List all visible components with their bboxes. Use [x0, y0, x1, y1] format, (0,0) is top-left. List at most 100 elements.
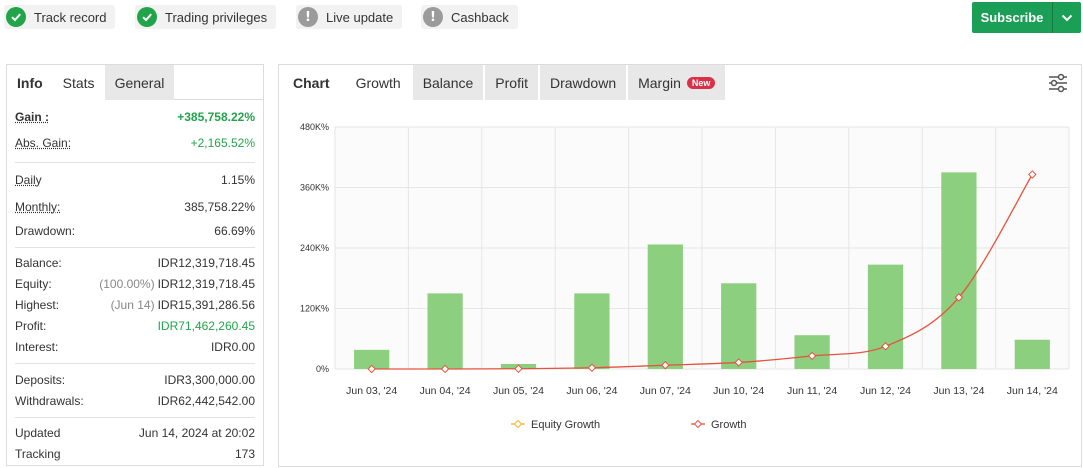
stat-profit: Profit: IDR71,462,260.45 [15, 319, 255, 333]
exclamation-icon: ! [298, 7, 318, 27]
stat-label: Drawdown: [15, 224, 76, 238]
tab-general[interactable]: General [104, 65, 175, 100]
stat-value: IDR3,300,000.00 [164, 373, 255, 387]
y-tick-label: 360K% [300, 183, 329, 193]
tab-margin-label: Margin [638, 74, 681, 91]
badge-live-update[interactable]: ! Live update [296, 5, 403, 29]
stat-updated: Updated Jun 14, 2024 at 20:02 [15, 426, 255, 440]
growth-point [367, 364, 376, 374]
tab-stats[interactable]: Stats [52, 65, 105, 100]
stat-value: IDR0.00 [210, 340, 255, 354]
stats-panel: Info Stats General Gain : +385,758.22% A… [6, 64, 264, 466]
tab-growth[interactable]: Growth [345, 65, 411, 100]
new-badge: New [686, 76, 716, 89]
stat-label: Balance: [15, 256, 62, 270]
legend-growth-marker [693, 419, 703, 429]
filter-settings-icon[interactable] [1047, 72, 1069, 94]
bar [721, 283, 757, 369]
growth-point [514, 364, 523, 373]
stat-label: Updated [15, 426, 61, 440]
y-tick-label: 480K% [300, 122, 329, 132]
badge-track-record[interactable]: Track record [4, 5, 116, 29]
stat-tracking: Tracking 173 [15, 447, 255, 461]
bar [1014, 339, 1050, 369]
chart-panel: Chart Growth Balance Profit Drawdown Mar… [278, 64, 1082, 467]
x-tick-label: Jun 06, '24 [566, 385, 617, 397]
growth-point [734, 358, 743, 367]
stat-value: 385,758.22% [184, 200, 255, 214]
growth-point [440, 364, 450, 374]
tab-info[interactable]: Info [7, 65, 53, 100]
y-tick-label: 0% [316, 364, 329, 374]
stat-label: Deposits: [15, 373, 66, 387]
stat-value: +2,165.52% [190, 136, 255, 150]
stat-daily: Daily 1.15% [15, 173, 255, 187]
growth-point [587, 363, 597, 372]
subscribe-button[interactable]: Subscribe [972, 2, 1081, 33]
stat-value: 173 [234, 447, 255, 461]
stat-value: +385,758.22% [177, 110, 255, 124]
stat-value: Jun 14, 2024 at 20:02 [138, 426, 255, 440]
x-tick-label: Jun 11, '24 [787, 385, 837, 397]
bar [354, 349, 390, 369]
stat-abs-gain: Abs. Gain: +2,165.52% [15, 136, 255, 150]
badge-trading-privileges[interactable]: Trading privileges [135, 5, 277, 29]
growth-chart[interactable]: 0% 120K% 240K% 360K% 480K% Jun 03, '24 Jun 04,… [279, 101, 1081, 467]
badge-label: Trading privileges [165, 9, 268, 25]
stat-monthly: Monthly: 385,758.22% [15, 200, 255, 214]
tab-margin[interactable]: Margin New [628, 65, 726, 100]
stat-equity: Equity: (100.00%) IDR12,319,718.45 [15, 277, 255, 291]
stat-drawdown: Drawdown: 66.69% [15, 224, 255, 238]
growth-point [881, 342, 890, 351]
stat-value: 1.15% [220, 173, 255, 187]
stat-highest: Highest: (Jun 14) IDR15,391,286.56 [15, 298, 255, 312]
x-tick-label: Jun 10, '24 [713, 385, 764, 397]
y-tick-label: 240K% [300, 243, 329, 253]
stat-withdrawals: Withdrawals: IDR62,442,542.00 [15, 394, 255, 408]
stat-note: (Jun 14) [110, 298, 155, 312]
legend-equity-label: Equity Growth [531, 419, 600, 431]
stat-label: Equity: [15, 277, 52, 291]
tab-balance[interactable]: Balance [412, 65, 484, 100]
legend-growth-label: Growth [711, 419, 746, 431]
exclamation-icon: ! [423, 7, 443, 27]
growth-line [371, 174, 1033, 370]
stat-value: IDR71,462,260.45 [157, 319, 255, 333]
stat-note: (100.00%) [99, 277, 155, 291]
x-tick-label: Jun 07, '24 [640, 385, 691, 397]
stat-value: IDR15,391,286.56 [157, 298, 255, 312]
x-tick-label: Jun 04, '24 [420, 385, 471, 397]
check-icon [6, 7, 26, 27]
stat-label: Interest: [15, 340, 59, 354]
tab-chart-title: Chart [279, 65, 344, 100]
stat-value: 66.69% [214, 224, 255, 238]
stat-label: Withdrawals: [15, 394, 84, 408]
stat-value: IDR12,319,718.45 [157, 256, 255, 270]
stat-label[interactable]: Gain : [15, 110, 50, 124]
tab-profit[interactable]: Profit [485, 65, 538, 100]
chevron-down-icon[interactable] [1053, 2, 1081, 33]
stat-label[interactable]: Abs. Gain: [15, 136, 72, 150]
growth-point [1028, 170, 1037, 179]
bar [647, 244, 683, 369]
stat-label: Profit: [15, 319, 47, 333]
x-tick-label: Jun 05, '24 [493, 385, 544, 397]
stat-value: IDR62,442,542.00 [157, 394, 255, 408]
check-icon [137, 7, 157, 27]
badge-label: Track record [34, 9, 107, 25]
x-tick-label: Jun 14, '24 [1007, 385, 1058, 397]
stat-interest: Interest: IDR0.00 [15, 340, 255, 354]
tab-drawdown[interactable]: Drawdown [539, 65, 627, 100]
growth-point [807, 351, 817, 361]
subscribe-label: Subscribe [980, 10, 1044, 25]
growth-point [661, 360, 670, 370]
bar [867, 264, 904, 369]
stat-label[interactable]: Monthly: [15, 200, 61, 214]
stat-deposits: Deposits: IDR3,300,000.00 [15, 373, 255, 387]
stat-label[interactable]: Daily [15, 173, 42, 187]
legend-equity-marker [513, 419, 523, 429]
x-tick-label: Jun 03, '24 [346, 385, 397, 397]
bar [941, 172, 977, 369]
badge-cashback[interactable]: ! Cashback [421, 5, 518, 29]
badge-label: Live update [326, 9, 394, 25]
